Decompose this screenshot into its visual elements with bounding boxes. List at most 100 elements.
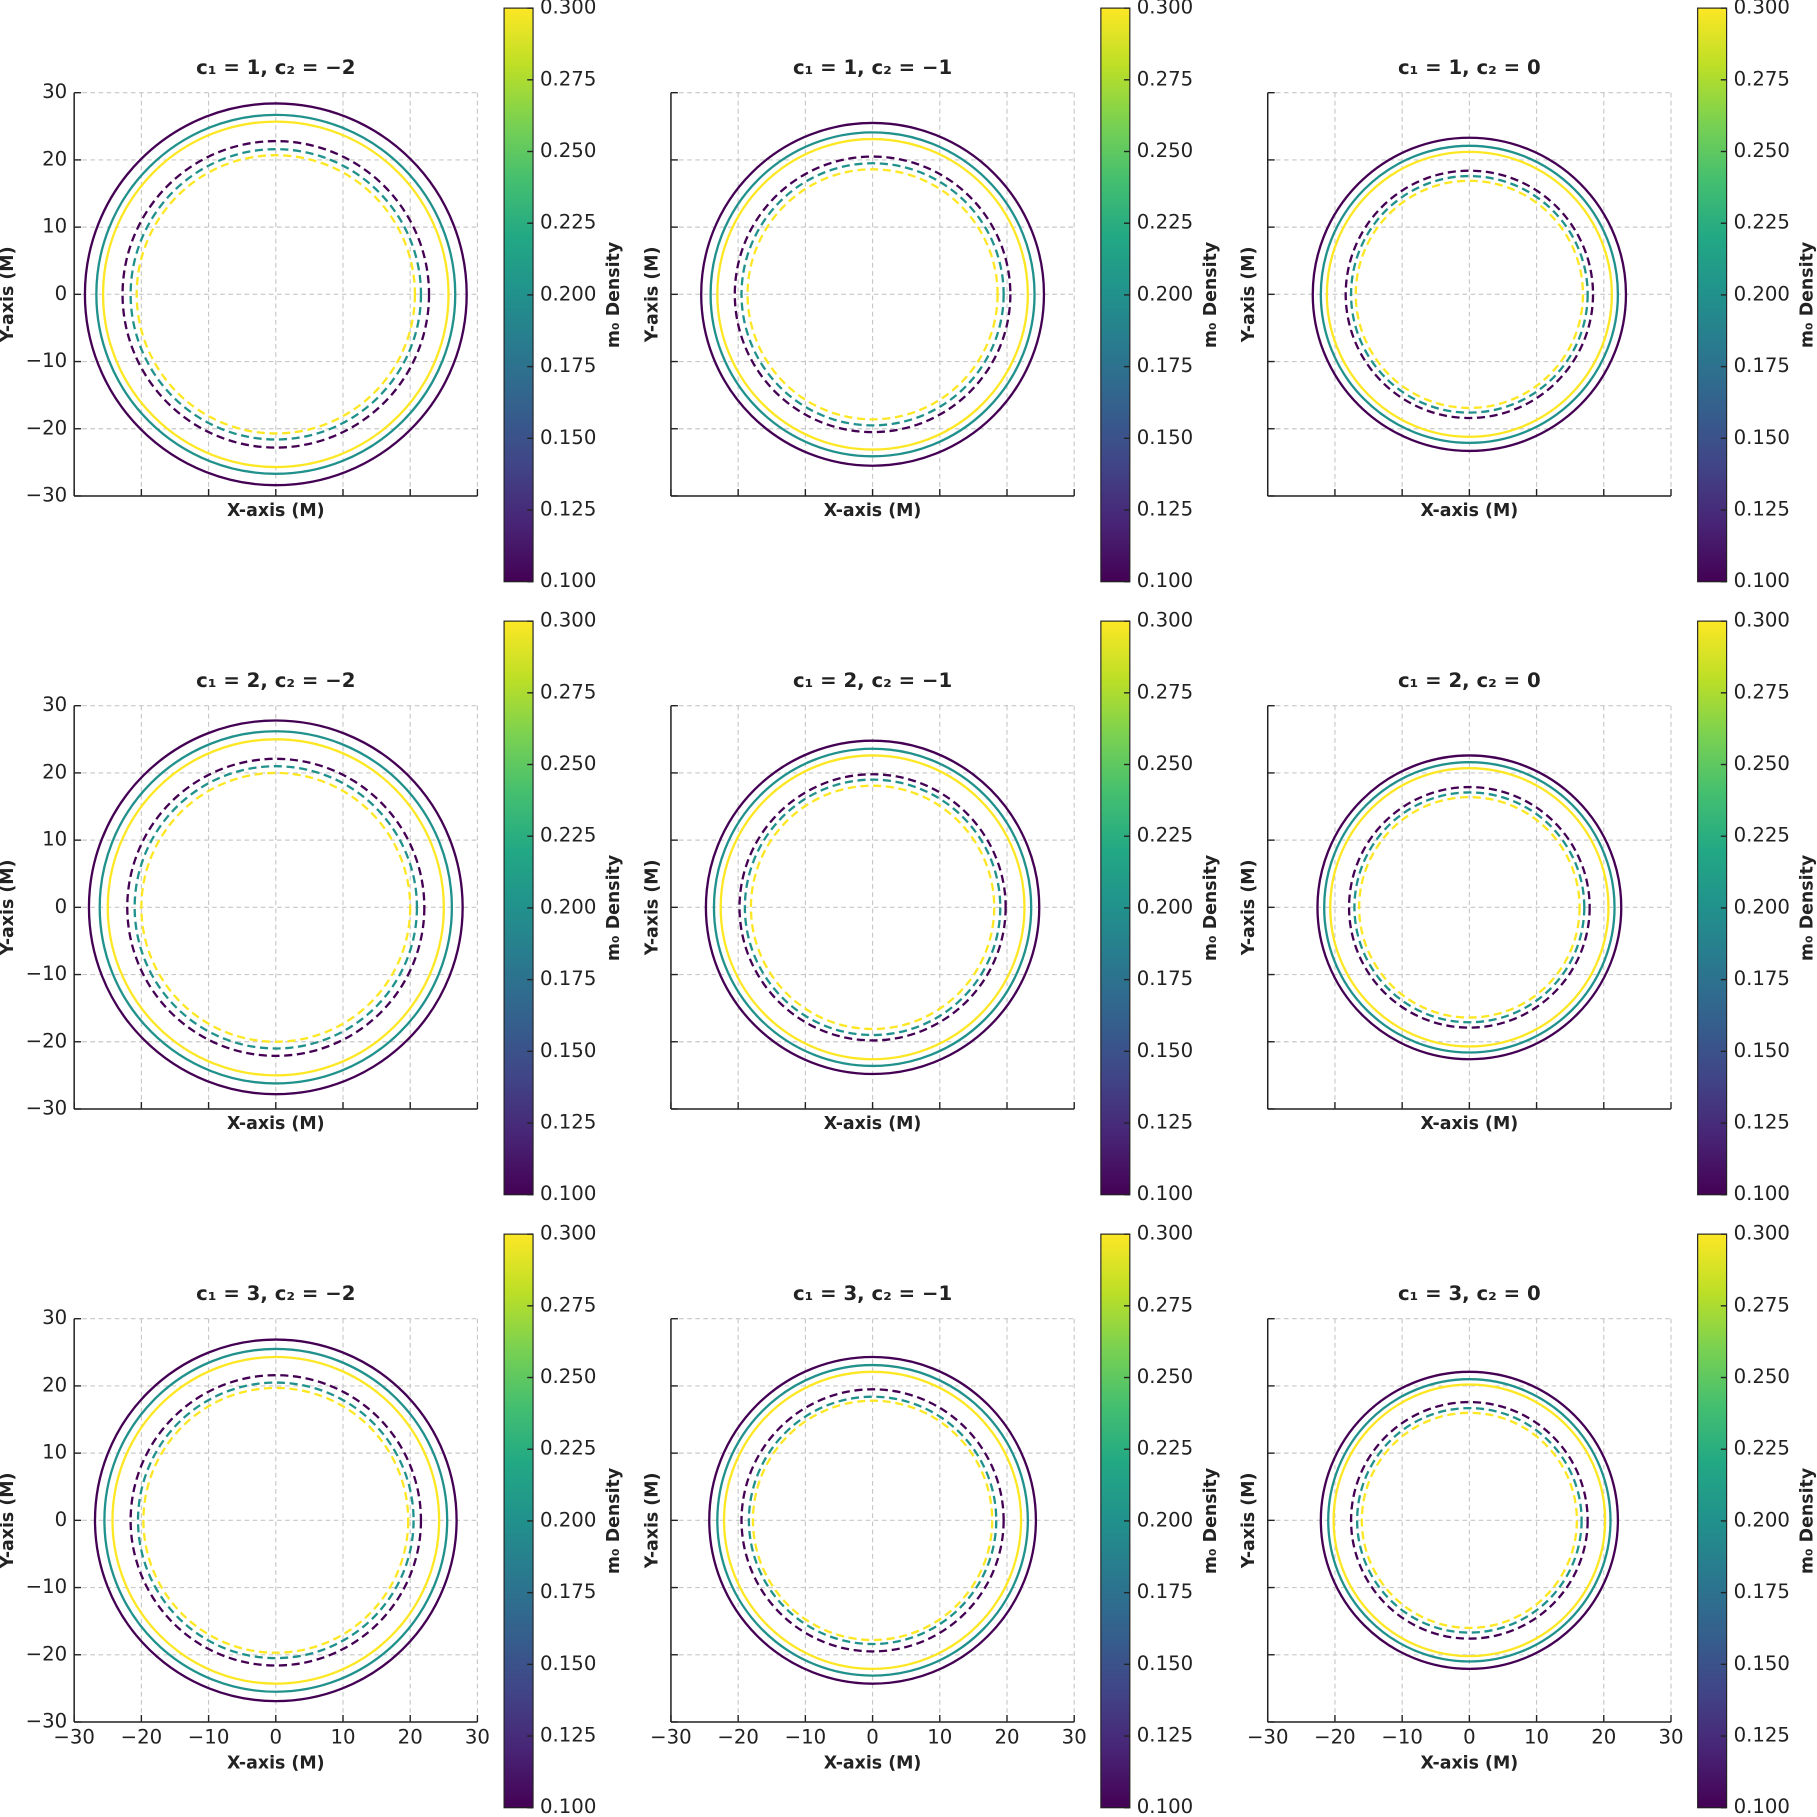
- x-tick-label: −10: [785, 1726, 827, 1749]
- colorbar-tick-label: 0.100: [540, 569, 596, 592]
- y-tick-label: 0: [55, 895, 68, 918]
- x-tick-label: −20: [717, 1726, 759, 1749]
- colorbar-tick-label: 0.175: [540, 354, 596, 377]
- x-axis-label: X-axis (M): [227, 1754, 325, 1774]
- colorbar-tick-label: 0.125: [1734, 1724, 1790, 1747]
- contour-circle: [1347, 785, 1591, 1029]
- colorbar-label: m₀ Density: [1201, 241, 1221, 348]
- contour-circle: [1319, 1370, 1620, 1671]
- colorbar-tick-label: 0.250: [1734, 139, 1790, 162]
- colorbar-tick-label: 0.225: [540, 824, 596, 847]
- contour-circle: [106, 738, 445, 1077]
- x-axis-label: X-axis (M): [824, 1114, 922, 1134]
- colorbar-tick-label: 0.250: [1137, 139, 1193, 162]
- contour-circle: [751, 1399, 994, 1642]
- contour-circle: [708, 1355, 1038, 1685]
- y-axis-label: Y-axis (M): [0, 246, 18, 343]
- contour-circle: [716, 137, 1029, 451]
- colorbar-label: m₀ Density: [1798, 1467, 1817, 1574]
- x-tick-label: 20: [398, 1726, 423, 1749]
- x-tick-label: −10: [1381, 1726, 1423, 1749]
- y-tick-label: 20: [42, 1373, 67, 1396]
- subplot-title: c₁ = 1, c₂ = 0: [1398, 56, 1541, 79]
- x-tick-label: 0: [866, 1726, 879, 1749]
- contour-circle: [1316, 754, 1623, 1061]
- x-axis-label: X-axis (M): [824, 1754, 922, 1774]
- y-tick-label: −20: [26, 1029, 68, 1052]
- x-tick-label: 30: [1062, 1726, 1087, 1749]
- contour-circle: [1332, 1383, 1607, 1658]
- colorbar-tick-label: 0.300: [540, 0, 596, 19]
- colorbar-label: m₀ Density: [1201, 854, 1221, 961]
- contour-circle: [1323, 761, 1616, 1054]
- colorbar-tick-label: 0.200: [1137, 282, 1193, 305]
- x-axis-label: X-axis (M): [1421, 1114, 1519, 1134]
- contour-circle: [111, 1355, 441, 1685]
- colorbar-tick-label: 0.275: [1734, 1293, 1790, 1316]
- contour-circle: [740, 162, 1005, 427]
- colorbar-tick-label: 0.150: [540, 1652, 596, 1675]
- y-tick-label: 30: [42, 1306, 67, 1329]
- colorbar-tick-label: 0.275: [1137, 67, 1193, 90]
- contour-circle: [140, 771, 412, 1043]
- colorbar-tick-label: 0.175: [1734, 1580, 1790, 1603]
- contour-circle: [740, 1388, 1005, 1653]
- y-tick-label: 10: [42, 828, 67, 851]
- y-axis-label: Y-axis (M): [642, 859, 662, 956]
- y-axis-label: Y-axis (M): [1239, 859, 1259, 956]
- contour-circle: [709, 131, 1036, 458]
- x-tick-label: 0: [1463, 1726, 1476, 1749]
- contour-circle: [712, 747, 1033, 1068]
- contour-circle: [87, 719, 464, 1096]
- x-tick-label: −20: [121, 1726, 163, 1749]
- colorbar-label: m₀ Density: [604, 854, 624, 961]
- colorbar-tick-label: 0.225: [540, 1437, 596, 1460]
- contour-circle: [747, 1395, 998, 1646]
- colorbar-tick-label: 0.150: [1137, 1039, 1193, 1062]
- x-tick-label: 10: [1524, 1726, 1549, 1749]
- colorbar-tick-label: 0.250: [1137, 752, 1193, 775]
- colorbar-tick-label: 0.300: [1137, 0, 1193, 19]
- y-tick-label: 20: [42, 760, 67, 783]
- y-tick-label: 0: [55, 1508, 68, 1531]
- contour-circle: [746, 168, 999, 421]
- colorbar-tick-label: 0.250: [1137, 1365, 1193, 1388]
- colorbar-tick-label: 0.100: [1734, 1182, 1790, 1205]
- contour-circle: [135, 154, 417, 435]
- colorbar-label: m₀ Density: [1798, 241, 1817, 348]
- contour-circle: [1311, 136, 1628, 453]
- colorbar-tick-label: 0.150: [1734, 1039, 1790, 1062]
- contour-circle: [749, 784, 996, 1031]
- y-tick-label: −10: [26, 349, 68, 372]
- contour-circle: [103, 1347, 449, 1693]
- colorbar-tick-label: 0.200: [1734, 895, 1790, 918]
- y-tick-label: −30: [26, 1709, 68, 1732]
- y-tick-label: 30: [42, 80, 67, 103]
- colorbar-tick-label: 0.175: [1734, 967, 1790, 990]
- colorbar-tick-label: 0.175: [1137, 967, 1193, 990]
- colorbar-tick-label: 0.300: [1734, 0, 1790, 19]
- contour-circle: [1357, 795, 1581, 1019]
- colorbar-tick-label: 0.100: [1137, 1795, 1193, 1817]
- colorbar-tick-label: 0.125: [1137, 498, 1193, 521]
- colorbar-tick-label: 0.200: [1137, 1508, 1193, 1531]
- contour-circle: [129, 1374, 423, 1667]
- colorbar-tick-label: 0.150: [540, 1039, 596, 1062]
- contour-circle: [1360, 1411, 1579, 1630]
- colorbar-tick-label: 0.125: [1734, 1111, 1790, 1134]
- contour-circle: [716, 1363, 1029, 1677]
- contour-circle: [95, 113, 457, 475]
- contour-circle: [1319, 144, 1620, 445]
- x-tick-label: 30: [1658, 1726, 1683, 1749]
- colorbar-label: m₀ Density: [604, 241, 624, 348]
- colorbar-tick-label: 0.275: [540, 67, 596, 90]
- x-tick-label: −30: [650, 1726, 692, 1749]
- y-tick-label: 30: [42, 693, 67, 716]
- contour-circle: [1349, 174, 1589, 414]
- colorbar-tick-label: 0.275: [1137, 680, 1193, 703]
- y-axis-label: Y-axis (M): [0, 859, 18, 956]
- colorbar-tick-label: 0.275: [1734, 680, 1790, 703]
- colorbar-tick-label: 0.175: [540, 967, 596, 990]
- contour-circle: [700, 121, 1046, 467]
